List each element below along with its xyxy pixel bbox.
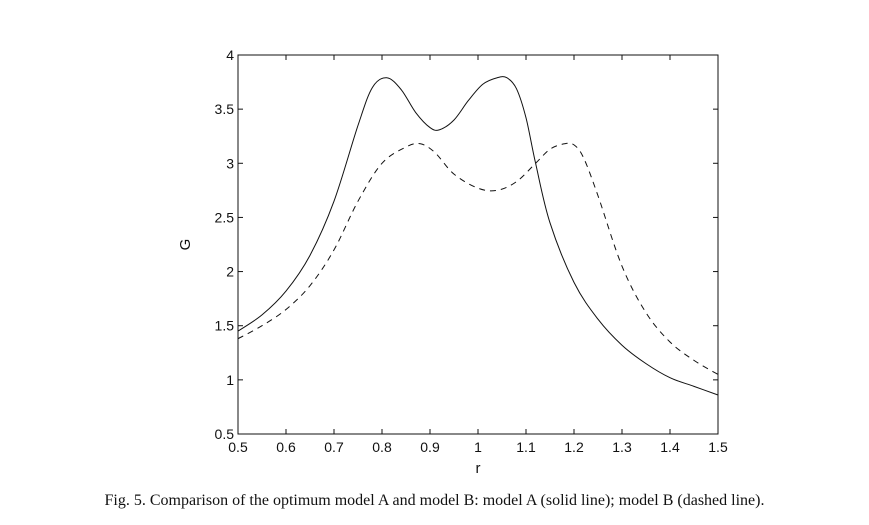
x-tick-label: 0.7: [324, 439, 344, 455]
axis-tick-labels: 0.5 0.6 0.7 0.8 0.9 1 1.1 1.2 1.3 1.4 1.5 0.5 1 1.5 2 2…: [215, 47, 728, 455]
y-tick-label: 4: [226, 47, 234, 63]
x-tick-label: 1.4: [660, 439, 680, 455]
x-tick-label: 1.2: [564, 439, 584, 455]
x-tick-label: 1.1: [516, 439, 536, 455]
series-group: [237, 76, 719, 396]
y-tick-label: 3.5: [215, 101, 235, 117]
y-tick-label: 1: [226, 372, 234, 388]
x-tick-label: 0.5: [228, 439, 248, 455]
x-axis-label: r: [476, 460, 481, 477]
y-axis-label: G: [177, 239, 194, 251]
x-tick-label: 0.6: [276, 439, 296, 455]
plot-area-border: [237, 54, 719, 435]
y-tick-label: 2.5: [215, 209, 235, 225]
x-tick-label: 1.5: [708, 439, 728, 455]
x-tick-label: 1: [474, 439, 482, 455]
series-line-solid: [237, 76, 719, 396]
series-line-dashed: [237, 142, 719, 375]
x-tick-label: 0.8: [372, 439, 392, 455]
y-tick-label: 0.5: [215, 426, 235, 442]
axis-ticks: [237, 54, 719, 435]
x-tick-label: 1.3: [612, 439, 632, 455]
y-tick-label: 1.5: [215, 318, 235, 334]
plot-frame: [237, 54, 719, 435]
x-tick-label: 0.9: [420, 439, 440, 455]
y-tick-label: 3: [226, 155, 234, 171]
y-tick-label: 2: [226, 264, 234, 280]
figure-caption: Fig. 5. Comparison of the optimum model …: [104, 492, 765, 509]
